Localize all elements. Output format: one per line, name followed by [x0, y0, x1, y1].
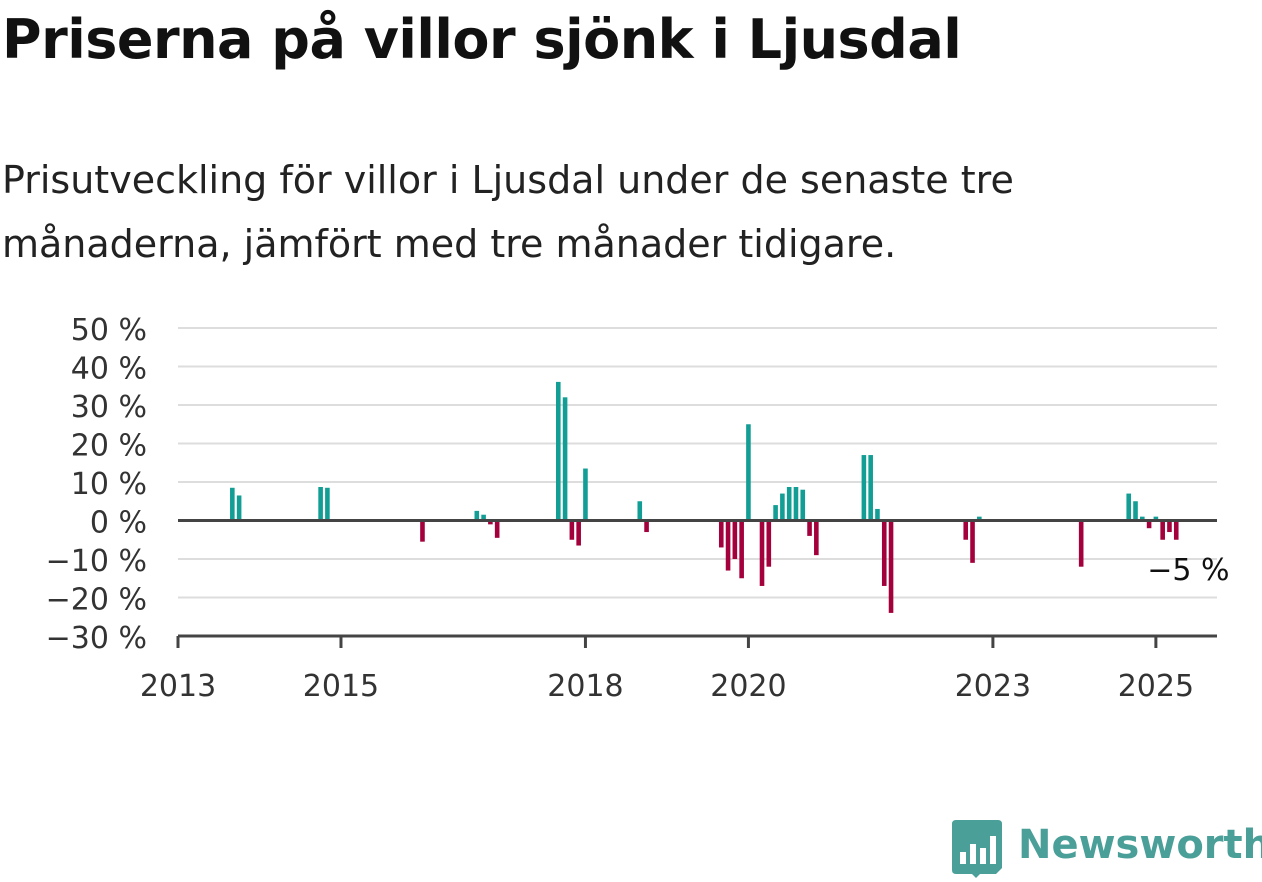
bar: [637, 501, 643, 521]
bar: [569, 520, 575, 540]
y-tick-label: −30 %: [46, 621, 147, 656]
x-tick-label: 2015: [303, 669, 379, 704]
bar: [766, 520, 772, 567]
chart-subtitle: Prisutveckling för villor i Ljusdal unde…: [2, 158, 1014, 266]
bar-chart: 50 % 40 %30 % 20 %10 % 0 %−10 % −20 %−30 % 20…: [46, 313, 1230, 704]
bar: [746, 424, 751, 521]
y-tick-label: −10 %: [46, 544, 147, 579]
bar: [759, 520, 765, 586]
bar: [977, 516, 982, 521]
y-tick-label: 30 %: [71, 390, 147, 425]
y-tick-label: 0 %: [90, 506, 147, 541]
x-tick-label: 2013: [140, 669, 216, 704]
bar: [644, 520, 649, 533]
bar: [963, 520, 969, 540]
bar: [807, 520, 812, 536]
bar: [888, 520, 894, 613]
bar: [814, 520, 819, 556]
bar: [718, 520, 724, 548]
bar: [800, 489, 806, 521]
bar: [1126, 493, 1132, 521]
bar: [576, 520, 581, 546]
y-tick-label: 40 %: [71, 352, 147, 387]
bar: [555, 381, 561, 521]
bar: [1173, 520, 1179, 540]
bar: [583, 468, 588, 521]
x-tick-label: 2020: [710, 669, 786, 704]
bar: [1160, 520, 1165, 540]
bar: [970, 520, 975, 563]
latest-value-label: −5 %: [1147, 553, 1229, 588]
bar: [1153, 516, 1159, 521]
bar: [318, 487, 323, 521]
x-tick-label: 2018: [547, 669, 623, 704]
chart-title: Priserna på villor sjönk i Ljusdal: [2, 8, 962, 71]
bar: [236, 495, 242, 521]
x-tick-label: 2023: [955, 669, 1031, 704]
bar: [1146, 520, 1152, 529]
y-tick-label: 20 %: [71, 429, 147, 464]
bar-chart-badge-icon: [952, 820, 1002, 878]
bar: [420, 520, 425, 542]
y-tick-label: 50 %: [71, 313, 147, 348]
bar: [325, 487, 330, 521]
bar: [793, 487, 799, 521]
bar: [1167, 520, 1172, 533]
bar: [488, 520, 493, 525]
bar: [1078, 520, 1084, 567]
bar: [481, 514, 486, 521]
bar: [494, 520, 500, 538]
bar: [786, 487, 792, 521]
bar: [725, 520, 731, 571]
bar: [881, 520, 887, 586]
bar: [474, 510, 480, 521]
bar: [732, 520, 738, 559]
bar: [230, 487, 235, 521]
bar: [868, 455, 873, 521]
bar: [739, 520, 744, 579]
y-tick-label: 10 %: [71, 467, 147, 502]
bar: [773, 505, 778, 521]
newsworthy-brand: Newsworthy: [950, 818, 1262, 878]
bar: [1133, 501, 1138, 521]
bar: [875, 508, 880, 521]
y-tick-label: −20 %: [46, 583, 147, 618]
x-tick-label: 2025: [1118, 669, 1194, 704]
bar: [861, 455, 867, 521]
bar: [1140, 516, 1145, 521]
bar: [780, 493, 785, 521]
bar: [562, 397, 568, 521]
brand-name: Newsworthy: [1018, 822, 1262, 868]
